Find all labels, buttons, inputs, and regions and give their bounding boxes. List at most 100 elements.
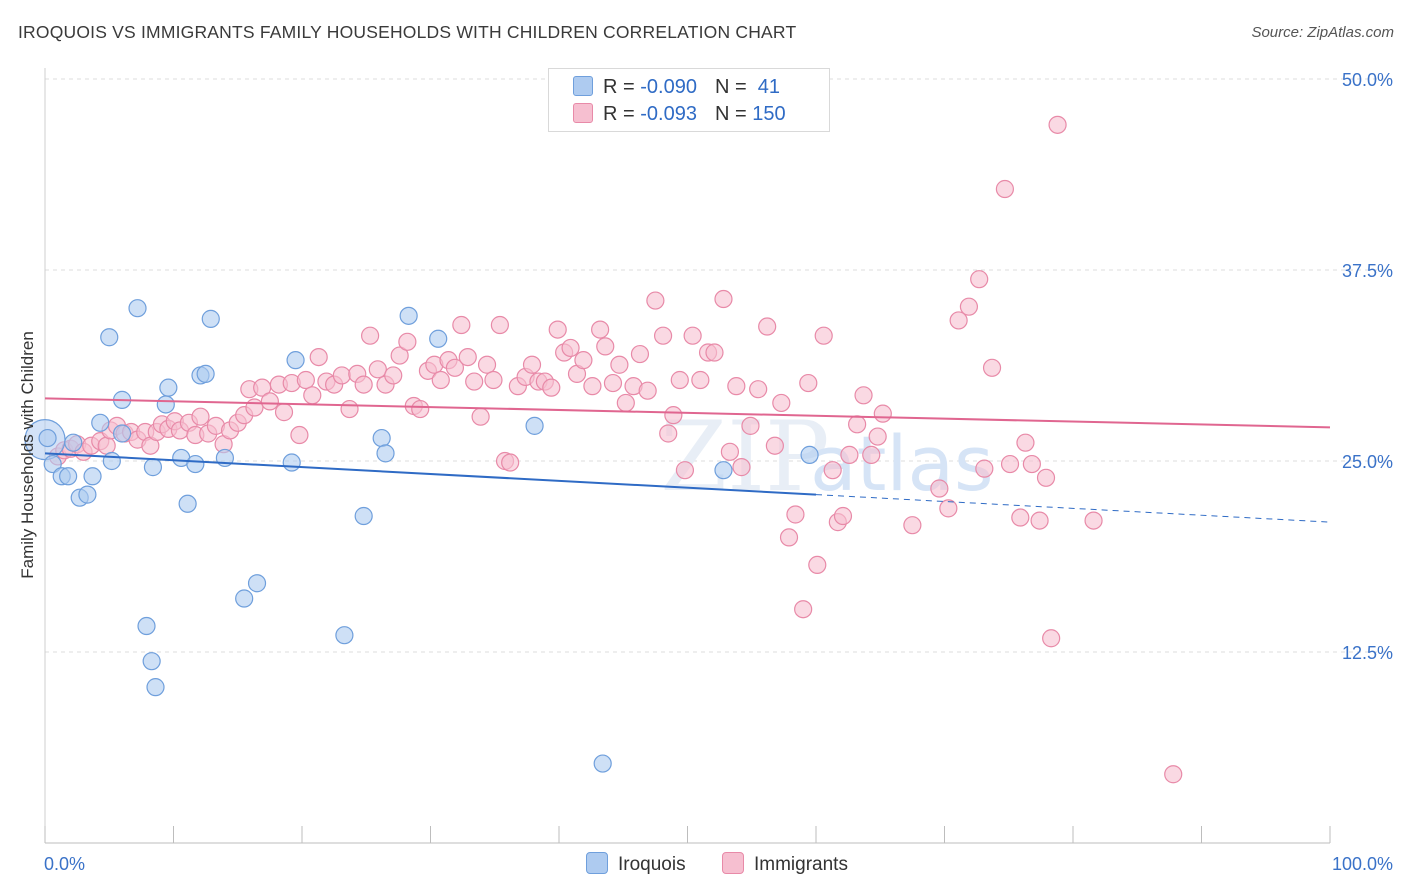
immigrants-point	[664, 406, 683, 425]
immigrants-point	[862, 445, 881, 464]
y-tick-label: 25.0%	[1342, 452, 1393, 472]
tick-labels: 12.5% 25.0% 37.5% 50.0% 0.0% 100.0%	[44, 70, 1393, 874]
iroquois-n-value: 41	[752, 76, 781, 98]
iroquois-point	[247, 574, 267, 593]
immigrants-point	[982, 358, 1002, 377]
immigrants-point	[340, 399, 359, 419]
immigrants-point	[799, 373, 818, 393]
immigrants-point	[490, 315, 509, 335]
grid-lines	[45, 78, 1392, 653]
immigrants-swatch	[573, 103, 593, 123]
immigrants-legend-swatch	[722, 852, 744, 874]
immigrants-point	[691, 370, 710, 390]
immigrants-point	[191, 407, 210, 426]
immigrants-point	[290, 425, 309, 445]
immigrants-point	[970, 270, 989, 289]
legend-item-iroquois[interactable]: Iroquois	[586, 852, 686, 876]
immigrants-point	[501, 453, 520, 472]
iroquois-point	[178, 494, 197, 513]
immigrants-point	[274, 403, 294, 422]
immigrants-point	[720, 442, 740, 461]
immigrants-point	[727, 377, 746, 396]
immigrants-r-value: -0.093	[640, 103, 697, 125]
immigrants-point	[361, 326, 380, 345]
immigrants-point	[675, 461, 695, 480]
immigrants-point	[484, 370, 503, 390]
immigrants-point	[646, 291, 665, 310]
immigrants-point	[1016, 433, 1035, 452]
immigrants-n-value: 150	[752, 103, 786, 125]
immigrants-point	[949, 311, 968, 330]
immigrants-point	[638, 381, 657, 400]
immigrants-point	[683, 326, 702, 345]
immigrants-point	[823, 461, 842, 480]
iroquois-point	[156, 395, 175, 414]
immigrants-point	[431, 370, 450, 390]
x-tick-label-max: 100.0%	[1332, 854, 1393, 874]
iroquois-point	[186, 454, 205, 474]
immigrants-point	[1011, 508, 1030, 527]
iroquois-point	[196, 364, 215, 384]
immigrants-point	[868, 427, 887, 446]
immigrants-point	[411, 399, 430, 419]
iroquois-point	[335, 626, 354, 645]
immigrants-trend-line	[44, 397, 1331, 429]
iroquois-point	[372, 428, 391, 448]
legend-row-iroquois: R = -0.090 N = 41	[573, 76, 780, 100]
immigrants-point	[848, 415, 867, 434]
source-label: Source: ZipAtlas.com	[1251, 24, 1394, 41]
immigrants-point	[332, 366, 351, 385]
trend-lines	[44, 397, 1331, 523]
immigrants-point	[995, 179, 1014, 199]
iroquois-point	[593, 754, 612, 773]
immigrants-point	[465, 372, 484, 391]
immigrants-point	[260, 392, 279, 411]
immigrants-point	[1030, 511, 1049, 530]
immigrants-point	[522, 355, 542, 374]
immigrants-point	[794, 600, 813, 619]
immigrants-point	[390, 346, 409, 365]
immigrants-point	[758, 317, 777, 336]
iroquois-point	[143, 458, 163, 477]
immigrants-point	[303, 386, 322, 405]
immigrants-point	[309, 347, 328, 367]
immigrants-point	[975, 459, 994, 478]
immigrants-point	[542, 378, 561, 397]
immigrants-point	[1084, 511, 1103, 530]
immigrants-point	[452, 315, 471, 335]
immigrants-point	[705, 343, 724, 362]
iroquois-point	[146, 678, 165, 697]
immigrants-point	[296, 370, 315, 390]
immigrants-point	[833, 506, 853, 526]
immigrants-point	[786, 505, 805, 524]
y-tick-label: 50.0%	[1342, 70, 1393, 90]
y-tick-label: 37.5%	[1342, 261, 1393, 281]
immigrants-point	[97, 436, 116, 455]
iroquois-trend-line	[44, 452, 817, 496]
immigrants-point	[670, 370, 689, 390]
immigrants-point	[445, 358, 465, 377]
correlation-legend: R = -0.090 N = 41 R = -0.093 N = 150	[548, 68, 830, 132]
immigrants-point	[458, 347, 477, 367]
iroquois-point	[286, 351, 305, 370]
x-tick-label-min: 0.0%	[44, 854, 85, 874]
iroquois-trend-extension	[815, 494, 1331, 523]
immigrants-point	[765, 436, 784, 455]
immigrants-point	[616, 393, 635, 413]
iroquois-point	[399, 306, 418, 325]
iroquois-point	[91, 413, 110, 432]
iroquois-point	[142, 652, 161, 671]
iroquois-point	[137, 616, 156, 636]
immigrants-point	[583, 377, 602, 396]
iroquois-point	[235, 589, 254, 608]
immigrants-point	[741, 416, 760, 435]
iroquois-point	[354, 506, 373, 526]
immigrants-point	[368, 360, 387, 379]
iroquois-point	[83, 467, 102, 486]
immigrants-point	[959, 297, 979, 316]
legend-item-immigrants[interactable]: Immigrants	[722, 852, 848, 876]
iroquois-point	[376, 444, 395, 463]
immigrants-point	[939, 499, 958, 518]
iroquois-point	[64, 433, 83, 452]
